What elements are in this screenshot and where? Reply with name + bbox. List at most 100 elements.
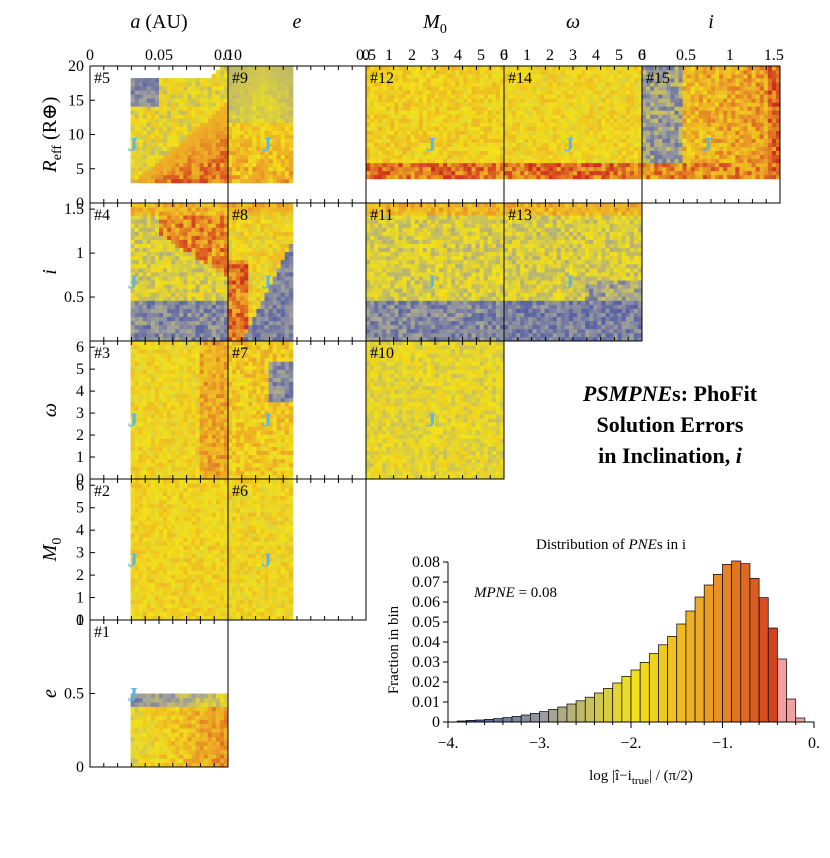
heatmap-cell bbox=[491, 162, 497, 168]
heatmap-cell bbox=[150, 102, 156, 107]
heatmap-cell bbox=[203, 316, 209, 322]
heatmap-cell bbox=[763, 86, 769, 91]
heatmap-cell bbox=[175, 276, 180, 281]
heatmap-cell bbox=[228, 211, 233, 216]
heatmap-cell bbox=[219, 162, 225, 168]
heatmap-cell bbox=[678, 146, 683, 152]
heatmap-cell bbox=[617, 158, 623, 164]
heatmap-cell bbox=[268, 118, 274, 123]
heatmap-cell bbox=[236, 154, 241, 160]
heatmap-cell bbox=[211, 328, 217, 334]
heatmap-cell bbox=[163, 336, 168, 342]
heatmap-cell bbox=[410, 110, 416, 115]
heatmap-cell bbox=[382, 78, 387, 83]
heatmap-cell bbox=[167, 267, 172, 273]
heatmap-cell bbox=[150, 288, 156, 293]
heatmap-cell bbox=[605, 90, 610, 95]
heatmap-cell bbox=[426, 138, 432, 143]
heatmap-cell bbox=[382, 114, 387, 119]
heatmap-cell bbox=[203, 142, 209, 147]
heatmap-cell bbox=[739, 122, 744, 127]
heatmap-cell bbox=[686, 74, 692, 79]
heatmap-cell bbox=[775, 78, 781, 83]
heatmap-cell bbox=[613, 94, 619, 99]
heatmap-cell bbox=[540, 94, 545, 99]
heatmap-cell bbox=[159, 300, 164, 305]
heatmap-cell bbox=[613, 98, 619, 103]
heatmap-cell bbox=[581, 86, 586, 91]
heatmap-cell bbox=[564, 138, 570, 143]
heatmap-cell bbox=[694, 158, 700, 164]
heatmap-cell bbox=[532, 90, 537, 95]
heatmap-cell bbox=[646, 70, 651, 75]
heatmap-cell bbox=[528, 166, 533, 172]
heatmap-cell bbox=[134, 292, 140, 297]
heatmap-cell bbox=[390, 86, 395, 91]
heatmap-cell bbox=[690, 98, 696, 103]
heatmap-cell bbox=[508, 94, 513, 99]
heatmap-cell bbox=[629, 162, 635, 168]
heatmap-cell bbox=[552, 142, 558, 147]
heatmap-cell bbox=[629, 82, 635, 87]
heatmap-cell bbox=[747, 174, 752, 180]
heatmap-cell bbox=[167, 227, 172, 232]
heatmap-cell bbox=[467, 166, 472, 172]
heatmap-cell bbox=[256, 162, 261, 168]
heatmap-cell bbox=[163, 90, 168, 95]
heatmap-cell bbox=[426, 154, 432, 160]
heatmap-cell bbox=[589, 166, 594, 172]
heatmap-cell bbox=[548, 130, 554, 135]
heatmap-cell bbox=[479, 146, 485, 152]
heatmap-cell bbox=[715, 82, 720, 87]
heatmap-cell bbox=[414, 146, 420, 152]
heatmap-cell bbox=[439, 122, 444, 127]
heatmap-cell bbox=[219, 276, 225, 281]
heatmap-cell bbox=[179, 336, 184, 342]
heatmap-cell bbox=[130, 316, 136, 322]
heatmap-cell bbox=[581, 126, 586, 131]
heatmap-cell bbox=[386, 174, 391, 180]
heatmap-cell bbox=[150, 146, 156, 152]
heatmap-cell bbox=[625, 138, 631, 143]
heatmap-cell bbox=[674, 174, 679, 180]
heatmap-cell bbox=[215, 203, 221, 208]
heatmap-cell bbox=[552, 154, 558, 160]
heatmap-cell bbox=[150, 320, 156, 326]
heatmap-cell bbox=[163, 207, 168, 212]
heatmap-cell bbox=[187, 178, 192, 184]
heatmap-cell bbox=[130, 308, 136, 313]
heatmap-cell bbox=[767, 162, 773, 168]
heatmap-cell bbox=[211, 134, 217, 139]
heatmap-cell bbox=[244, 154, 249, 160]
heatmap-cell bbox=[447, 78, 452, 83]
heatmap-cell bbox=[678, 70, 683, 75]
heatmap-cell bbox=[159, 114, 164, 119]
heatmap-cell bbox=[418, 114, 424, 119]
heatmap-cell bbox=[581, 134, 586, 139]
heatmap-cell bbox=[755, 142, 761, 147]
heatmap-cell bbox=[394, 174, 399, 180]
heatmap-cell bbox=[179, 102, 184, 107]
heatmap-cell bbox=[179, 82, 184, 87]
heatmap-cell bbox=[670, 118, 675, 123]
heatmap-cell bbox=[163, 98, 168, 103]
heatmap-cell bbox=[605, 118, 610, 123]
heatmap-cell bbox=[252, 178, 257, 184]
heatmap-cell bbox=[211, 276, 217, 281]
heatmap-cell bbox=[775, 114, 781, 119]
heatmap-cell bbox=[451, 118, 456, 123]
heatmap-cell bbox=[248, 114, 253, 119]
heatmap-cell bbox=[662, 134, 667, 139]
heatmap-cell bbox=[138, 316, 144, 322]
heatmap-cell bbox=[609, 106, 614, 111]
heatmap-cell bbox=[435, 142, 440, 147]
heatmap-cell bbox=[163, 126, 168, 131]
heatmap-cell bbox=[483, 142, 489, 147]
heatmap-cell bbox=[617, 106, 623, 111]
heatmap-cell bbox=[487, 110, 493, 115]
heatmap-cell bbox=[674, 70, 679, 75]
heatmap-cell bbox=[370, 78, 375, 83]
heatmap-cell bbox=[366, 118, 371, 123]
heatmap-cell bbox=[142, 106, 148, 111]
heatmap-cell bbox=[658, 82, 663, 87]
